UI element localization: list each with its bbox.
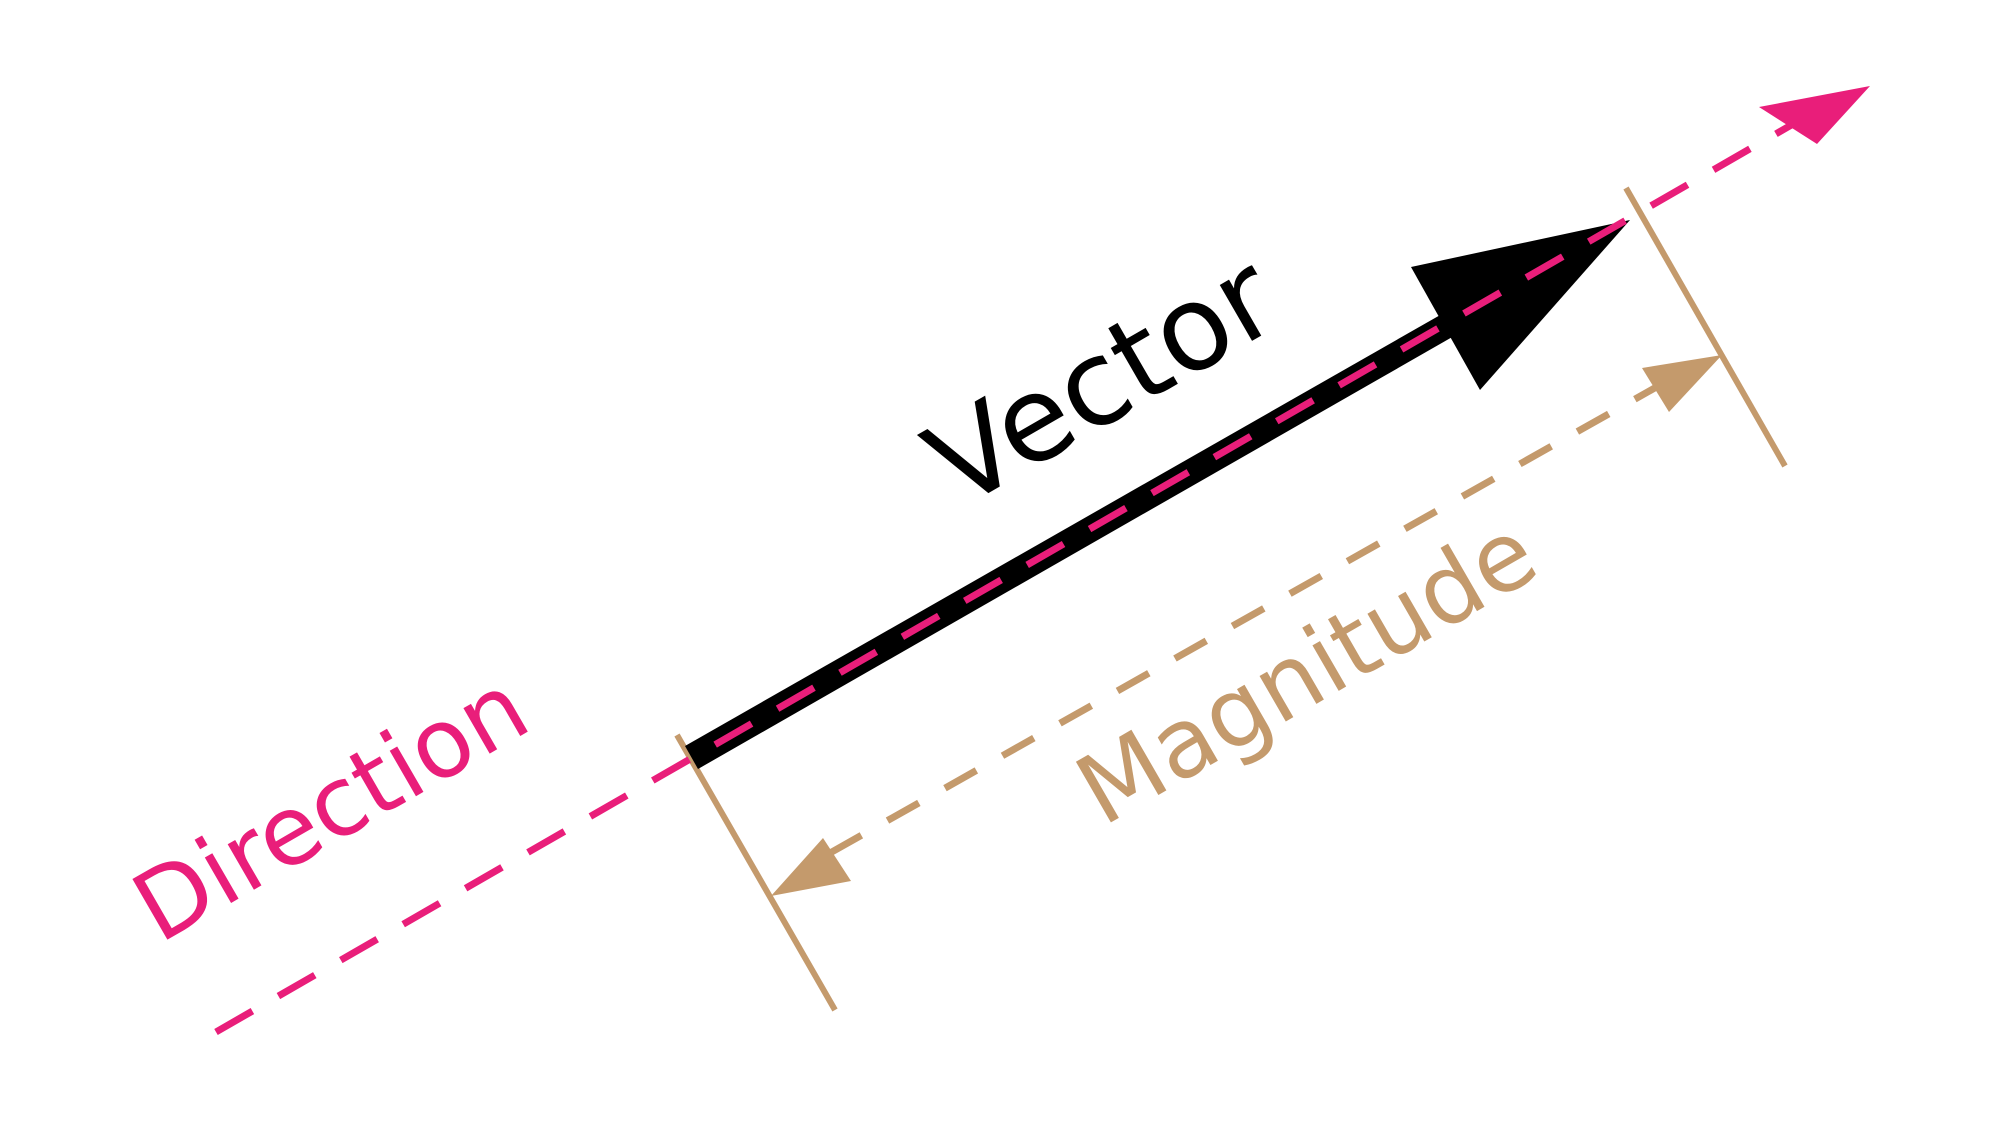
vector-label: Vector bbox=[904, 226, 1299, 534]
magnitude-label: Magnitude bbox=[1058, 496, 1554, 847]
direction-dashed-line bbox=[214, 116, 1802, 1036]
magnitude-right-arrowhead-icon bbox=[1642, 355, 1722, 412]
magnitude-start-tick bbox=[674, 733, 838, 1012]
magnitude-left-arrowhead-icon bbox=[771, 838, 851, 896]
magnitude-end-tick bbox=[1623, 186, 1788, 468]
direction-label: Direction bbox=[115, 651, 547, 965]
magnitude-bounds bbox=[674, 186, 1788, 1012]
vector-arrowhead-icon bbox=[1411, 220, 1630, 390]
direction-arrowhead-icon bbox=[1759, 86, 1870, 144]
direction-arrow bbox=[214, 86, 1870, 1036]
magnitude-arrow bbox=[771, 355, 1722, 896]
magnitude-dashed-line bbox=[828, 381, 1662, 857]
